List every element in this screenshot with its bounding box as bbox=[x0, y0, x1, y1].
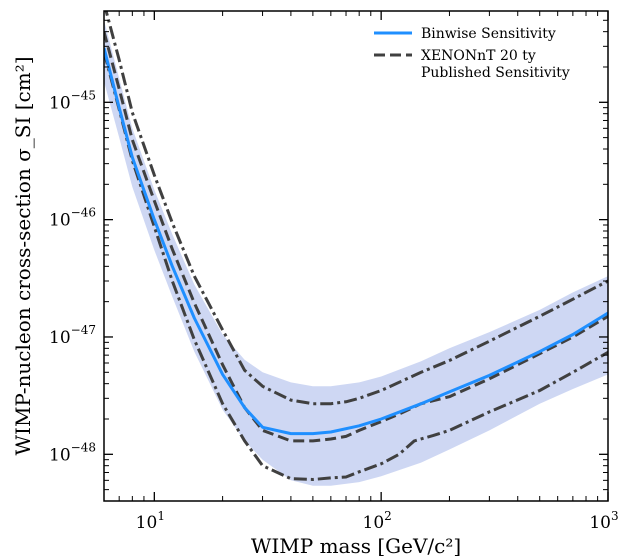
y-tick-label: 10−46 bbox=[49, 206, 96, 231]
sensitivity-band bbox=[104, 20, 608, 486]
y-tick-label: 10−47 bbox=[49, 323, 96, 348]
y-tick-label: 10−45 bbox=[49, 88, 96, 113]
x-tick-label: 103 bbox=[589, 509, 618, 533]
legend-label-published: XENONnT 20 ty bbox=[421, 48, 536, 64]
axis-ticks: 101 102 103 10−48 10−47 10−46 10−45 bbox=[49, 10, 619, 533]
series-line-lower-dashdot bbox=[104, 51, 608, 481]
legend-label-published: Published Sensitivity bbox=[421, 65, 570, 81]
series-line-binwise bbox=[104, 47, 608, 436]
plot-area bbox=[104, 11, 608, 486]
plot-frame bbox=[103, 10, 609, 502]
x-tick-label: 102 bbox=[363, 509, 392, 533]
legend: Binwise Sensitivity XENONnT 20 tyPublishe… bbox=[374, 26, 570, 81]
y-axis-label: WIMP-nucleon cross-section σ_SI [cm²] bbox=[11, 56, 35, 455]
y-tick-label: 10−48 bbox=[49, 440, 96, 465]
x-tick-label: 101 bbox=[136, 509, 165, 533]
series-line-published bbox=[104, 31, 608, 443]
x-axis-label: WIMP mass [GeV/c²] bbox=[251, 534, 461, 558]
legend-label-binwise: Binwise Sensitivity bbox=[421, 26, 556, 42]
series-line-upper-dashdot bbox=[104, 11, 608, 406]
